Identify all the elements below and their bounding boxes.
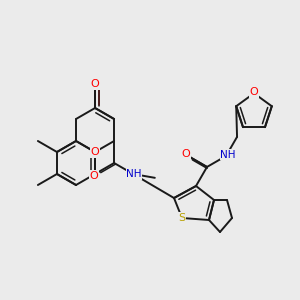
Text: NH: NH [220, 150, 236, 160]
Text: O: O [90, 171, 98, 181]
Text: S: S [178, 213, 186, 223]
Text: O: O [182, 149, 190, 159]
Text: O: O [91, 147, 99, 157]
Text: NH: NH [126, 169, 142, 179]
Text: O: O [250, 87, 258, 97]
Text: O: O [91, 79, 99, 89]
